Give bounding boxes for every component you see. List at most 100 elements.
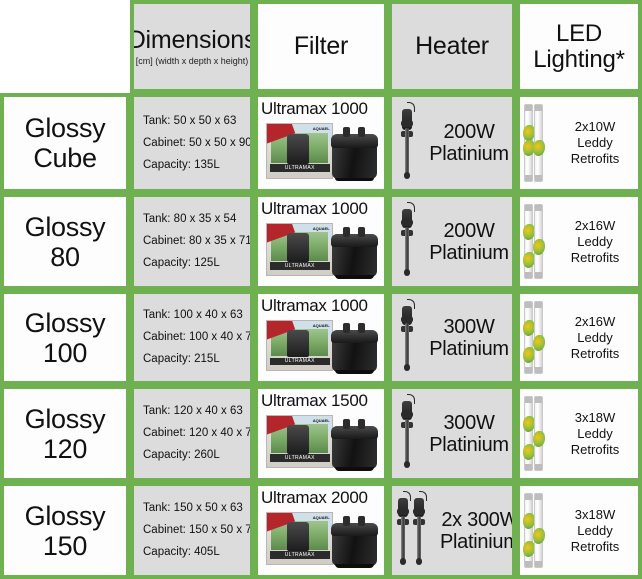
dimensions-capacity: Capacity: 215L: [143, 353, 220, 365]
led-label: 2x10W Leddy Retrofits: [552, 119, 638, 167]
header-led-title-line1: LED: [555, 20, 603, 47]
led-power: 3x18W: [574, 506, 616, 522]
filter-cell: Ultramax 1000 AQUAEL ULTRAMAX: [254, 193, 388, 290]
led-series: Leddy Retrofits: [570, 522, 620, 554]
table-row: Glossy Cube: [0, 93, 130, 193]
model-name-line1: Glossy: [24, 500, 106, 531]
canister-filter-icon: [331, 323, 378, 374]
led-cell: 3x18W Leddy Retrofits: [516, 385, 642, 482]
filter-model-label: Ultramax 1000: [261, 99, 368, 118]
led-series: Leddy Retrofits: [570, 233, 620, 265]
heater-series: Platinium: [429, 241, 509, 264]
dimensions-cell: Tank: 50 x 50 x 63 Cabinet: 50 x 50 x 90…: [130, 93, 254, 193]
model-name: Glossy 100: [25, 308, 106, 368]
led-series: Leddy Retrofits: [570, 329, 620, 361]
filter-box-brand: AQUAEL: [312, 417, 330, 423]
model-name-line2: 120: [42, 433, 88, 464]
filter-product-image: AQUAEL ULTRAMAX: [264, 411, 380, 475]
canister-filter-icon: [331, 226, 378, 279]
filter-product-image: AQUAEL ULTRAMAX: [264, 119, 380, 186]
table-row: Glossy 150: [0, 482, 130, 579]
heater-series: Platinium: [429, 143, 509, 165]
model-name-line1: Glossy: [24, 307, 106, 338]
header-heater: Heater: [388, 0, 516, 93]
heater-series: Platinium: [429, 433, 509, 456]
filter-product-image: AQUAEL ULTRAMAX: [264, 508, 380, 572]
model-name-line1: Glossy: [24, 113, 106, 143]
filter-model-label: Ultramax 2000: [261, 488, 368, 507]
dimensions-cabinet: Cabinet: 50 x 50 x 90: [143, 136, 252, 149]
filter-box-brand: AQUAEL: [312, 514, 330, 520]
heater-cell: 300W Platinium: [388, 290, 516, 385]
model-name-line2: 150: [42, 530, 88, 561]
heater-series: Platinium: [429, 337, 509, 360]
dimensions-cabinet: Cabinet: 120 x 40 x 71: [143, 427, 254, 439]
dimensions-capacity: Capacity: 405L: [143, 546, 220, 558]
dimensions-cell: Tank: 80 x 35 x 54 Cabinet: 80 x 35 x 71…: [130, 193, 254, 290]
heater-power: 200W: [443, 121, 495, 143]
filter-box-strip: ULTRAMAX: [269, 551, 330, 559]
dimensions-cell: Tank: 120 x 40 x 63 Cabinet: 120 x 40 x …: [130, 385, 254, 482]
model-name-line1: Glossy: [24, 211, 106, 242]
filter-model-label: Ultramax 1500: [261, 391, 368, 410]
led-tube-icon: [523, 493, 546, 568]
filter-box-brand: AQUAEL: [312, 322, 330, 328]
filter-box-icon: AQUAEL ULTRAMAX: [266, 222, 334, 277]
filter-box-icon: AQUAEL ULTRAMAX: [266, 511, 334, 566]
filter-box-strip: ULTRAMAX: [269, 262, 330, 270]
canister-filter-icon: [331, 515, 378, 568]
model-name-line2: 80: [50, 241, 80, 272]
led-cell: 2x16W Leddy Retrofits: [516, 193, 642, 290]
heater-power: 200W: [443, 219, 495, 242]
heater-label: 2x 300W Platinium: [440, 508, 516, 553]
filter-box-icon: AQUAEL ULTRAMAX: [266, 414, 334, 469]
heater-icon: [396, 201, 422, 277]
filter-product-image: AQUAEL ULTRAMAX: [264, 219, 380, 283]
header-heater-title: Heater: [415, 32, 489, 60]
heater-cell: 200W Platinium: [388, 193, 516, 290]
led-tube-icon: [523, 204, 546, 279]
led-power: 2x10W: [574, 119, 616, 134]
dimensions-cabinet: Cabinet: 80 x 35 x 71: [143, 235, 252, 247]
dimensions-tank: Tank: 80 x 35 x 54: [143, 213, 237, 225]
led-label: 3x18W Leddy Retrofits: [552, 507, 638, 555]
filter-box-strip: ULTRAMAX: [269, 357, 330, 366]
table-row: Glossy 100: [0, 290, 130, 385]
heater-icon: [396, 393, 422, 469]
filter-box-icon: AQUAEL ULTRAMAX: [266, 123, 334, 179]
model-name-line2: Cube: [33, 143, 97, 173]
header-corner-blank: [0, 0, 130, 93]
dimensions-capacity: Capacity: 135L: [143, 158, 220, 171]
heater-icon: [396, 102, 422, 179]
led-series: Leddy Retrofits: [570, 135, 620, 166]
model-name-line1: Glossy: [24, 403, 106, 434]
led-cell: 2x16W Leddy Retrofits: [516, 290, 642, 385]
heater-label: 200W Platinium: [426, 220, 512, 264]
filter-product-image: AQUAEL ULTRAMAX: [264, 316, 380, 378]
led-tube-icon: [523, 104, 546, 182]
header-dimensions-title: Dimensions: [130, 25, 254, 54]
led-tube-icon: [523, 396, 546, 471]
filter-box-strip: ULTRAMAX: [269, 454, 330, 462]
heater-label: 300W Platinium: [426, 412, 512, 456]
dimensions-tank: Tank: 120 x 40 x 63: [143, 405, 243, 417]
heater-icon: [396, 490, 436, 566]
heater-power: 300W: [443, 315, 495, 338]
canister-filter-icon: [331, 127, 378, 182]
led-tube-icon: [523, 300, 546, 375]
filter-cell: Ultramax 1000 AQUAEL ULTRAMAX: [254, 290, 388, 385]
dimensions-capacity: Capacity: 125L: [143, 257, 220, 269]
filter-cell: Ultramax 2000 AQUAEL ULTRAMAX: [254, 482, 388, 579]
led-series: Leddy Retrofits: [570, 425, 620, 457]
filter-model-label: Ultramax 1000: [261, 199, 368, 218]
dimensions-tank: Tank: 100 x 40 x 63: [143, 309, 243, 321]
table-row: Glossy 120: [0, 385, 130, 482]
model-name: Glossy 150: [25, 501, 106, 561]
led-cell: 2x10W Leddy Retrofits: [516, 93, 642, 193]
model-name: Glossy 80: [25, 212, 106, 272]
heater-label: 200W Platinium: [426, 121, 512, 165]
table-row: Glossy 80: [0, 193, 130, 290]
heater-power: 2x 300W: [441, 508, 516, 531]
heater-label: 300W Platinium: [426, 316, 512, 360]
dimensions-capacity: Capacity: 260L: [143, 449, 220, 461]
